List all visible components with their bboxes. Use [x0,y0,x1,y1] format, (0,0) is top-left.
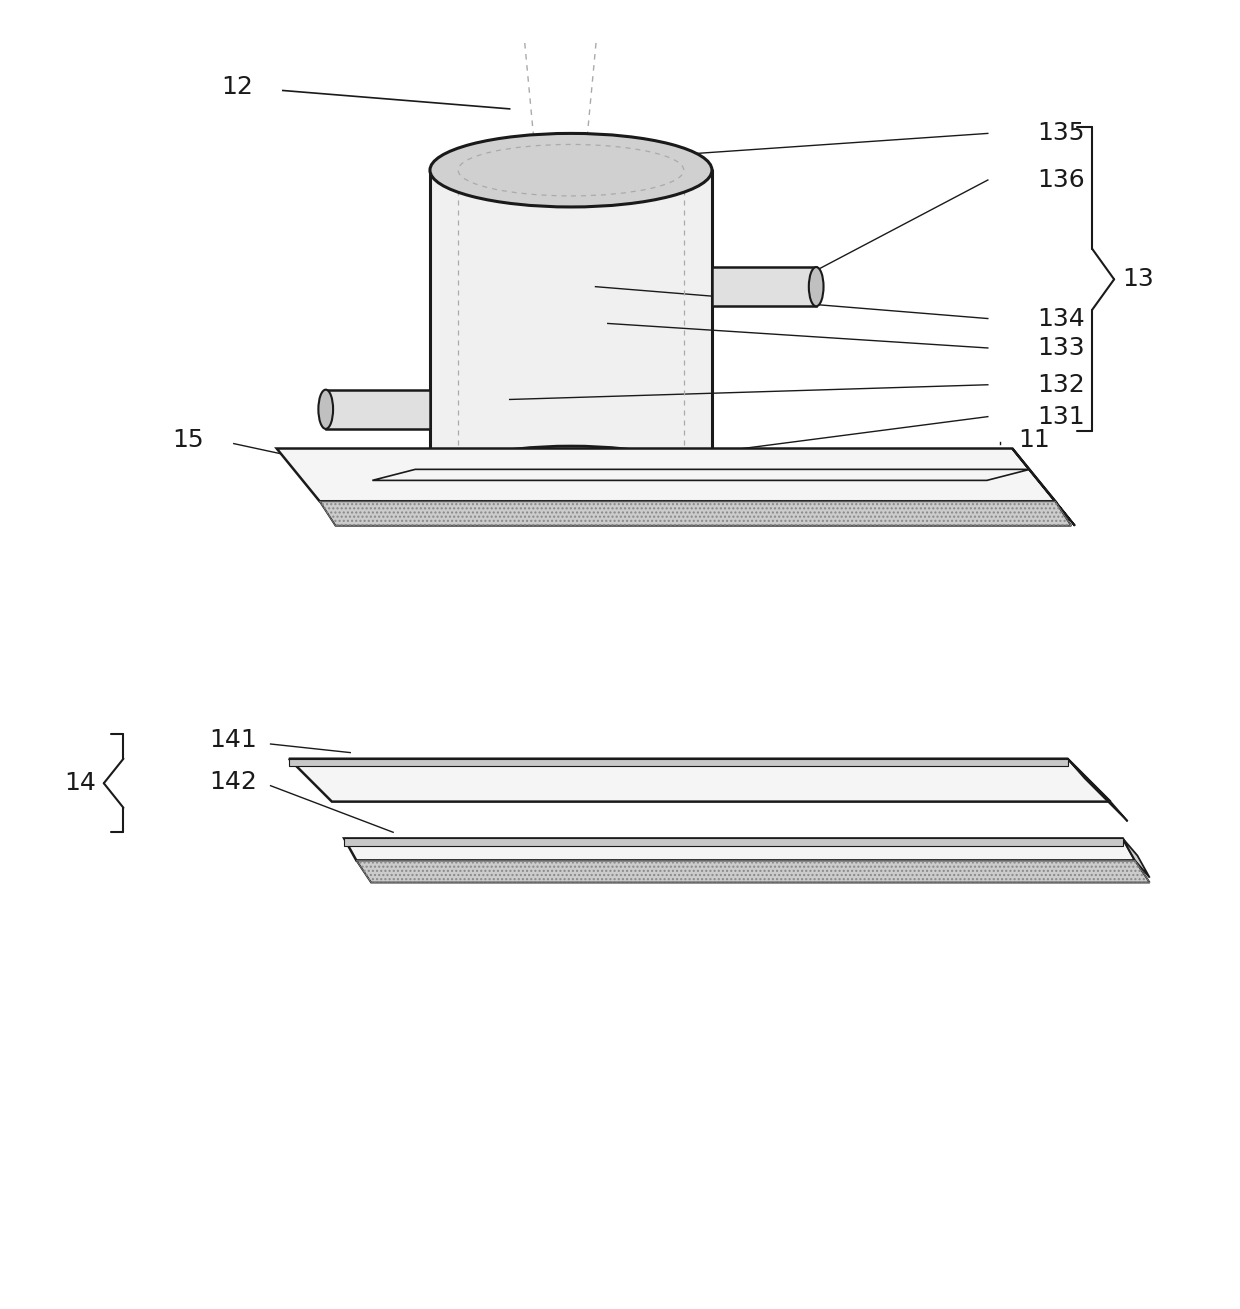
Polygon shape [277,449,1055,501]
Text: 136: 136 [1037,168,1085,192]
Polygon shape [1068,759,1127,821]
Ellipse shape [808,267,823,306]
Text: 133: 133 [1037,336,1085,360]
Polygon shape [320,501,1071,526]
Polygon shape [356,860,1149,882]
Polygon shape [289,759,1068,766]
Text: 131: 131 [1037,404,1085,428]
Ellipse shape [319,390,334,429]
Text: 134: 134 [1037,306,1085,331]
Polygon shape [1122,839,1149,877]
Text: 15: 15 [172,428,205,452]
Text: 12: 12 [222,75,253,98]
Text: 13: 13 [1122,267,1154,292]
Text: 11: 11 [1018,428,1050,452]
Polygon shape [345,839,1135,860]
Ellipse shape [430,134,712,207]
Polygon shape [1012,449,1075,526]
Text: 142: 142 [210,770,257,795]
Polygon shape [712,267,816,306]
Polygon shape [345,839,1122,846]
Text: 132: 132 [1037,373,1085,397]
Ellipse shape [430,446,712,520]
Polygon shape [430,170,712,483]
Polygon shape [326,390,430,429]
Text: 14: 14 [64,771,97,796]
Text: 141: 141 [210,728,257,753]
Text: 135: 135 [1037,122,1084,145]
Polygon shape [289,759,1111,801]
